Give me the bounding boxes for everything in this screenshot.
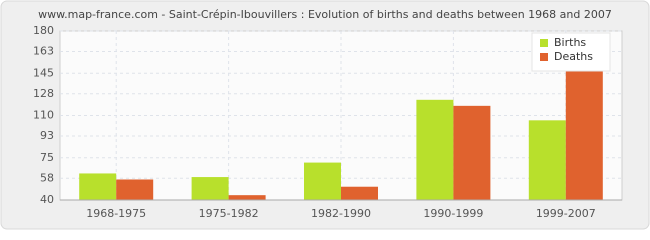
y-tick-label: 93 bbox=[40, 129, 54, 142]
x-tick-label: 1968-1975 bbox=[86, 207, 146, 220]
y-tick-label: 40 bbox=[40, 193, 54, 206]
bar bbox=[79, 173, 117, 200]
bar bbox=[341, 186, 378, 200]
legend-swatch bbox=[540, 53, 548, 61]
bar bbox=[116, 179, 154, 200]
x-tick-label: 1982-1990 bbox=[311, 207, 371, 220]
legend-swatch bbox=[540, 39, 548, 47]
x-tick-label: 1999-2007 bbox=[536, 207, 596, 220]
chart-title: www.map-france.com - Saint-Crépin-Ibouvi… bbox=[38, 8, 612, 21]
y-tick-label: 58 bbox=[40, 171, 54, 184]
chart: www.map-france.com - Saint-Crépin-Ibouvi… bbox=[0, 0, 650, 230]
y-tick-label: 180 bbox=[33, 24, 54, 37]
y-tick-label: 110 bbox=[33, 109, 54, 122]
bar bbox=[304, 162, 341, 200]
y-tick-label: 128 bbox=[33, 87, 54, 100]
bar bbox=[453, 105, 491, 200]
x-tick-label: 1990-1999 bbox=[423, 207, 483, 220]
bar bbox=[528, 120, 566, 200]
bar bbox=[416, 99, 454, 200]
legend-label: Deaths bbox=[554, 50, 593, 63]
y-tick-label: 145 bbox=[33, 66, 54, 79]
bar bbox=[191, 177, 229, 200]
x-tick-label: 1975-1982 bbox=[199, 207, 259, 220]
y-tick-label: 75 bbox=[40, 151, 54, 164]
legend-label: Births bbox=[554, 36, 586, 49]
bar bbox=[228, 195, 266, 200]
bar bbox=[565, 61, 603, 200]
y-tick-label: 163 bbox=[33, 45, 54, 58]
